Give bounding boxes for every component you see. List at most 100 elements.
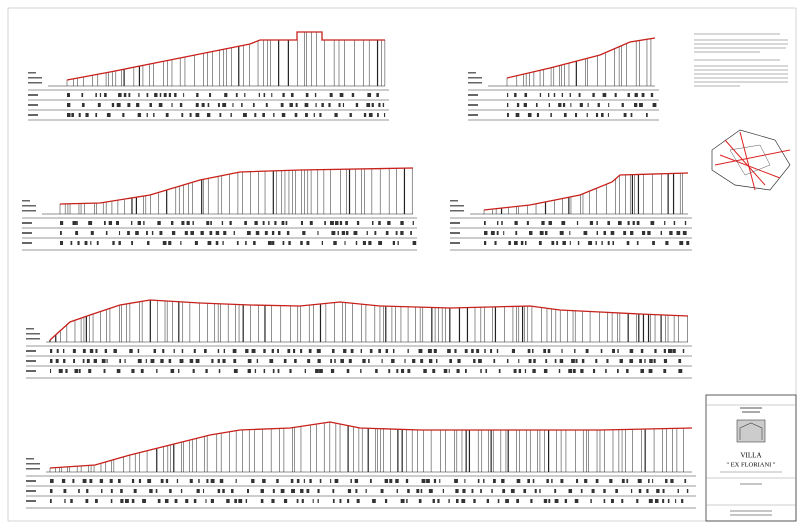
table-value	[147, 479, 152, 483]
table-value	[276, 479, 279, 483]
table-value	[89, 349, 94, 353]
table-value	[277, 369, 280, 373]
table-value	[569, 241, 571, 245]
scale-label	[26, 333, 40, 335]
table-value	[591, 489, 595, 493]
table-value	[648, 499, 653, 503]
table-value	[395, 231, 398, 235]
table-value	[494, 241, 497, 245]
table-value	[215, 231, 220, 235]
table-value	[120, 489, 123, 493]
table-value	[589, 221, 594, 225]
table-value	[554, 489, 557, 493]
row-label	[22, 232, 32, 234]
table-value	[265, 103, 268, 107]
ground-profile	[49, 299, 689, 341]
table-value	[304, 369, 307, 373]
table-value	[428, 489, 433, 493]
table-value	[577, 241, 580, 245]
table-value	[145, 359, 147, 363]
table-value	[527, 479, 530, 483]
table-value	[636, 499, 639, 503]
table-value	[162, 241, 167, 245]
table-value	[562, 241, 566, 245]
table-value	[170, 369, 175, 373]
table-value	[157, 499, 161, 503]
table-value	[304, 103, 309, 107]
table-value	[133, 489, 137, 493]
table-value	[61, 479, 66, 483]
scale-label	[450, 200, 458, 202]
table-value	[663, 359, 668, 363]
table-value	[396, 489, 399, 493]
table-value	[200, 231, 204, 235]
table-value	[673, 221, 676, 225]
table-value	[223, 349, 226, 353]
table-value	[314, 93, 317, 97]
table-value	[215, 241, 219, 245]
table-value	[120, 499, 124, 503]
table-value	[303, 479, 305, 483]
table-value	[181, 113, 184, 117]
table-value	[353, 231, 358, 235]
table-value	[233, 231, 235, 235]
table-value	[285, 221, 288, 225]
table-value	[497, 221, 499, 225]
table-value	[610, 231, 615, 235]
table-value	[378, 241, 383, 245]
table-value	[464, 349, 468, 353]
table-value	[548, 499, 551, 503]
table-value	[383, 113, 386, 117]
table-value	[570, 103, 572, 107]
table-value	[493, 359, 496, 363]
table-value	[623, 113, 627, 117]
table-value	[77, 241, 80, 245]
table-value	[662, 489, 665, 493]
table-value	[110, 489, 113, 493]
ground-profile	[59, 167, 414, 205]
table-value	[532, 479, 535, 483]
table-value	[195, 103, 199, 107]
table-value	[95, 113, 98, 117]
table-value	[140, 369, 144, 373]
table-value	[218, 369, 221, 373]
table-value	[648, 479, 650, 483]
table-value	[55, 359, 59, 363]
table-value	[280, 489, 285, 493]
table-value	[433, 349, 437, 353]
table-value	[366, 231, 368, 235]
table-value	[105, 231, 108, 235]
table-value	[307, 359, 311, 363]
table-value	[478, 359, 482, 363]
table-value	[290, 93, 294, 97]
table-value	[621, 499, 624, 503]
table-value	[118, 479, 121, 483]
table-value	[76, 221, 78, 225]
table-value	[578, 93, 581, 97]
table-value	[348, 359, 352, 363]
table-value	[426, 479, 430, 483]
scale-label	[28, 82, 42, 84]
table-value	[603, 231, 607, 235]
table-value	[123, 93, 127, 97]
table-value	[150, 359, 155, 363]
table-value	[153, 113, 155, 117]
table-value	[171, 231, 176, 235]
table-value	[448, 369, 450, 373]
table-value	[514, 221, 518, 225]
table-value	[543, 349, 547, 353]
table-value	[534, 489, 537, 493]
scale-label	[450, 210, 464, 212]
table-value	[246, 231, 251, 235]
table-value	[181, 349, 184, 353]
table-value	[262, 479, 266, 483]
table-value	[174, 499, 178, 503]
table-value	[99, 93, 102, 97]
table-value	[597, 103, 600, 107]
table-value	[595, 359, 598, 363]
table-value	[558, 369, 561, 373]
table-value	[636, 241, 639, 245]
row-label	[22, 222, 32, 224]
table-value	[511, 349, 516, 353]
table-value	[585, 349, 589, 353]
